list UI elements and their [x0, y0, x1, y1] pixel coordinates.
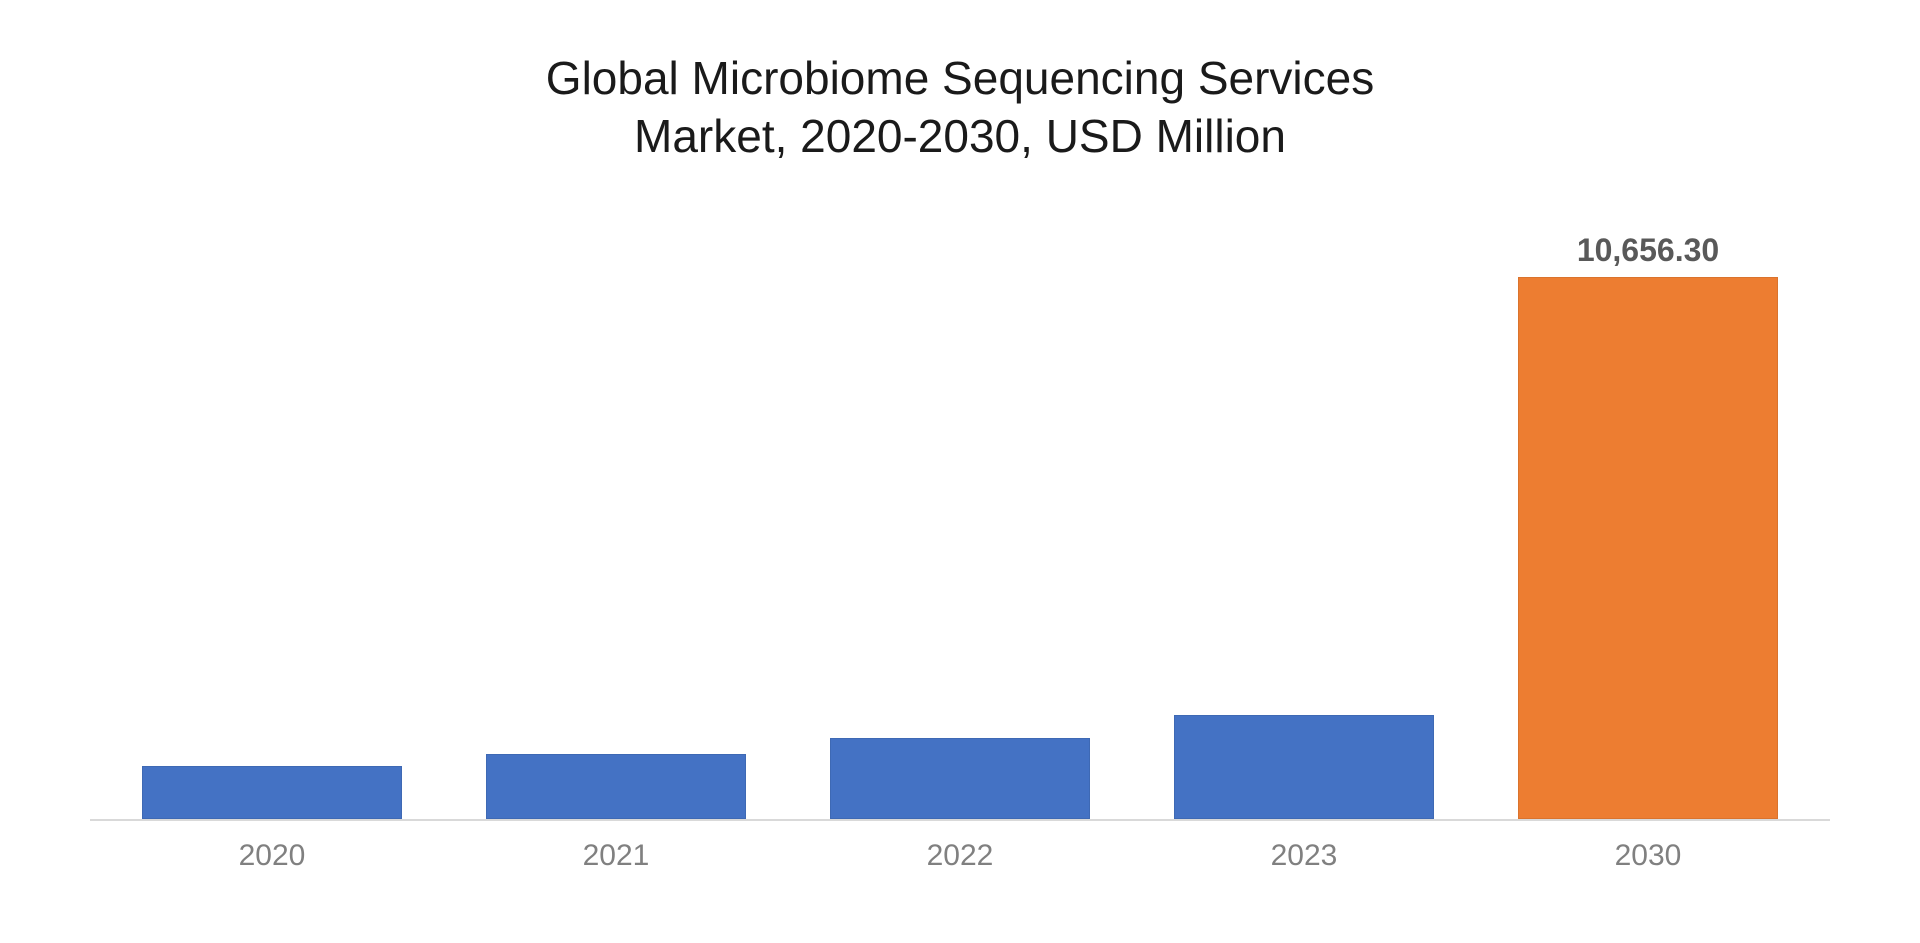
x-axis-label: 2021	[444, 839, 788, 873]
bar-slot: 10,656.30	[1476, 201, 1820, 819]
x-axis-label: 2023	[1132, 839, 1476, 873]
bars-row: 10,656.30	[90, 201, 1830, 821]
bar-slot	[1132, 201, 1476, 819]
bar	[1174, 715, 1434, 819]
x-axis-label: 2020	[100, 839, 444, 873]
bar	[486, 754, 746, 819]
bar	[830, 738, 1090, 819]
x-axis-label: 2030	[1476, 839, 1820, 873]
chart-container: Global Microbiome Sequencing Services Ma…	[0, 0, 1920, 943]
bar-slot	[444, 201, 788, 819]
x-axis-labels: 20202021202220232030	[90, 821, 1830, 873]
plot-area: 10,656.30 20202021202220232030	[90, 185, 1830, 873]
bar-slot	[788, 201, 1132, 819]
bar-value-label: 10,656.30	[1577, 232, 1719, 269]
bar	[1518, 277, 1778, 820]
bar	[142, 766, 402, 819]
chart-title: Global Microbiome Sequencing Services Ma…	[90, 50, 1830, 165]
title-line-2: Market, 2020-2030, USD Million	[634, 110, 1286, 162]
x-axis-label: 2022	[788, 839, 1132, 873]
bar-slot	[100, 201, 444, 819]
title-line-1: Global Microbiome Sequencing Services	[546, 52, 1374, 104]
